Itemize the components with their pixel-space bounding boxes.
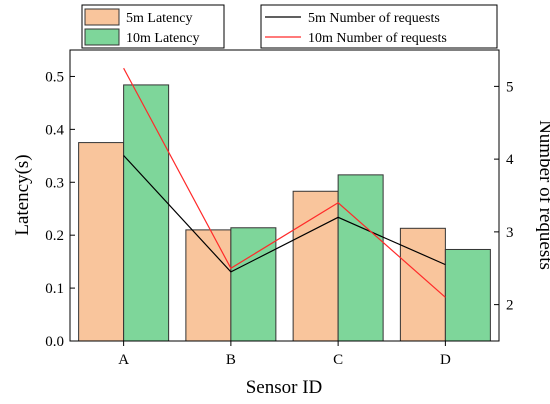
- y-right-tick-label: 3: [506, 225, 514, 241]
- y-right-tick-label: 2: [506, 298, 514, 314]
- bar-10m-latency-D: [444, 248, 491, 342]
- x-tick-label-B: B: [226, 352, 236, 368]
- y-left-tick-label: 0.4: [45, 122, 64, 138]
- legend-label-bar: 10m Latency: [126, 31, 199, 46]
- legend-box-lines: [260, 4, 498, 49]
- y-axis-left-title: Latency(s): [12, 154, 33, 235]
- x-tick-label-C: C: [333, 352, 343, 368]
- legend-label-bar: 5m Latency: [126, 11, 192, 26]
- bar-10m-latency-C: [337, 174, 384, 342]
- bar-layer: [78, 84, 491, 342]
- y-left-tick-label: 0.5: [45, 69, 64, 85]
- legend-label-line: 5m Number of requests: [308, 11, 440, 26]
- x-tick-label-A: A: [118, 352, 129, 368]
- line-5m-requests: [123, 155, 446, 273]
- bar-5m-latency-A: [78, 142, 125, 342]
- plot-frame: [69, 49, 500, 342]
- line-layer: [123, 67, 446, 298]
- bar-10m-latency-B: [230, 227, 277, 342]
- axes: 0.0 0.1 0.2 0.3 0.4 0.5 2 3 4 5 A B C D: [45, 69, 514, 368]
- y-left-tick-label: 0.0: [45, 334, 64, 350]
- x-tick-label-D: D: [440, 352, 451, 368]
- bar-5m-latency-B: [185, 229, 232, 342]
- legend-swatch-bar: [84, 28, 120, 46]
- y-left-tick-label: 0.3: [45, 175, 64, 191]
- bar-5m-latency-C: [292, 190, 339, 342]
- y-right-tick-label: 4: [506, 152, 514, 168]
- y-right-tick-label: 5: [506, 79, 514, 95]
- legend-label-line: 10m Number of requests: [308, 31, 447, 46]
- legend: 5m Latency 10m Latency 5m Number of reques…: [81, 4, 498, 49]
- legend-swatch-bar: [84, 8, 120, 26]
- line-10m-requests: [123, 67, 446, 298]
- bar-10m-latency-A: [123, 84, 170, 342]
- y-left-tick-label: 0.2: [45, 228, 64, 244]
- y-axis-right-title: Number of requests: [535, 120, 550, 270]
- x-axis-title: Sensor ID: [246, 377, 323, 398]
- y-left-tick-label: 0.1: [45, 281, 64, 297]
- bar-5m-latency-D: [399, 227, 446, 342]
